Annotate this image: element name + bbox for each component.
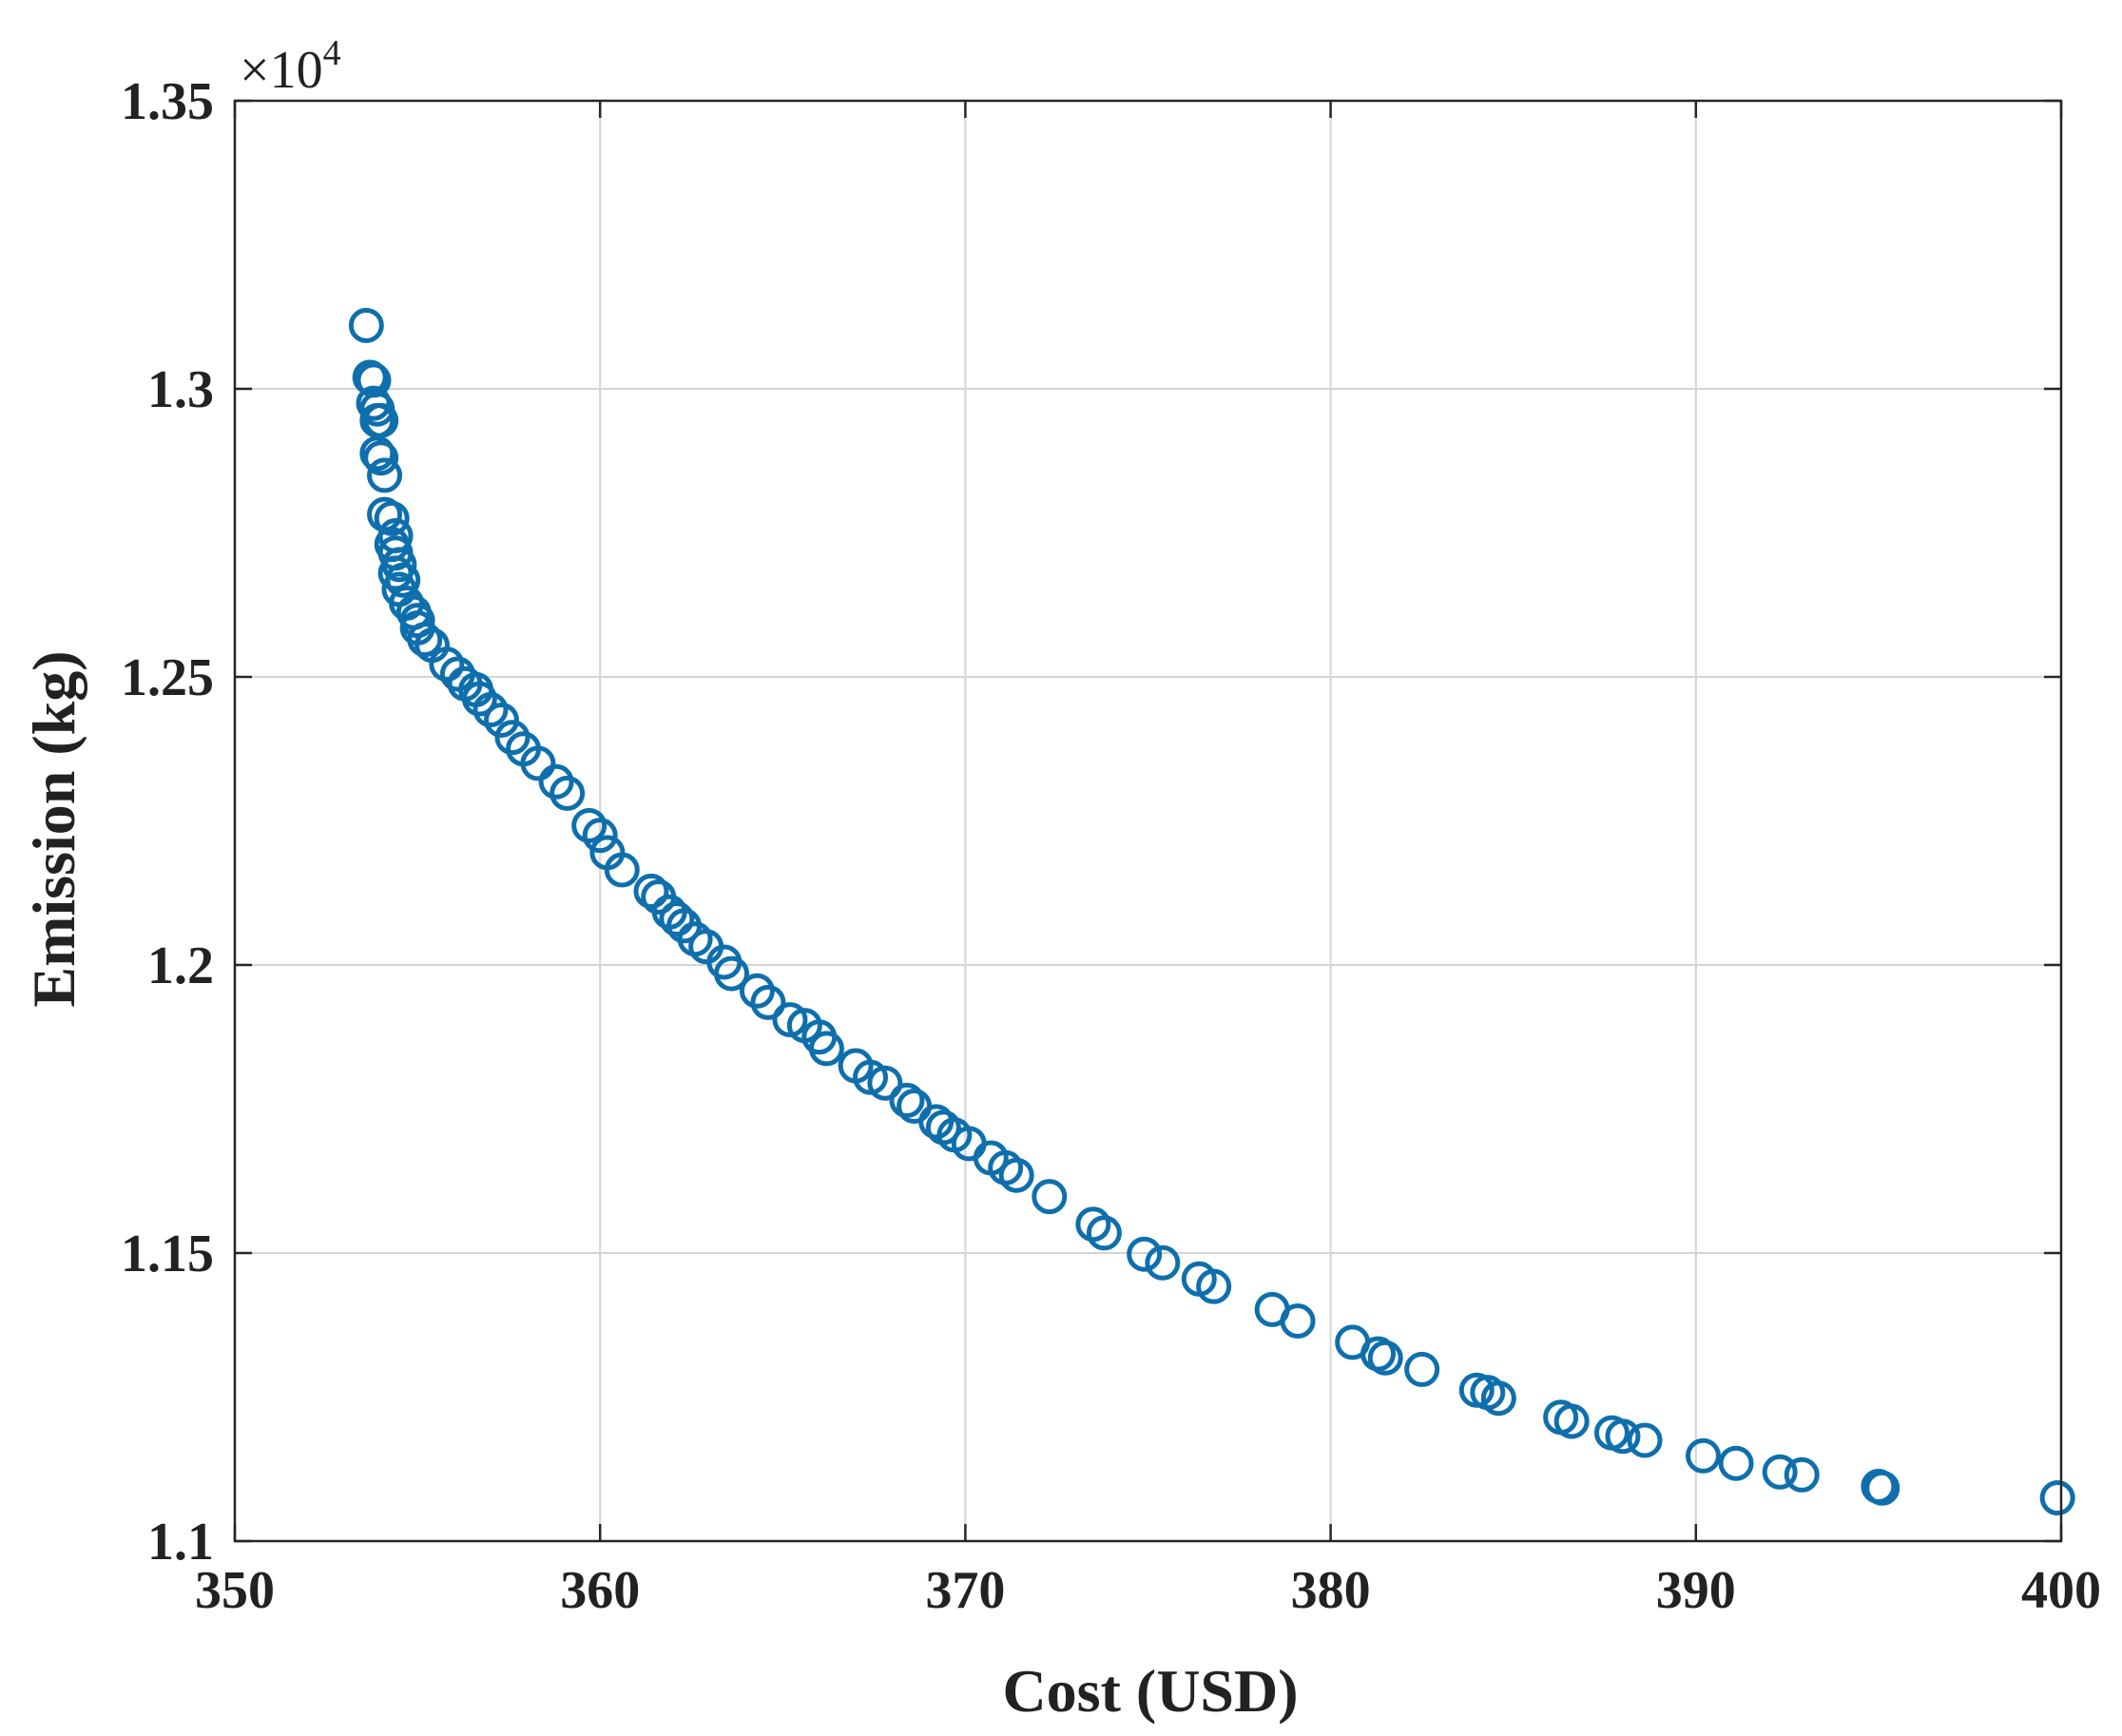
- data-point: [633, 873, 669, 909]
- y-tick-label: 1.25: [121, 648, 214, 707]
- data-point: [520, 745, 556, 781]
- y-exponent-power: 4: [323, 33, 341, 73]
- data-point: [1762, 1454, 1798, 1490]
- data-point: [1784, 1456, 1820, 1493]
- data-point: [1718, 1445, 1754, 1481]
- x-tick-label: 360: [560, 1561, 640, 1620]
- data-point: [483, 702, 519, 738]
- data-point: [897, 1088, 933, 1124]
- data-point: [714, 955, 750, 992]
- x-tick-labels: 350 360 370 380 390 400: [195, 1561, 2101, 1620]
- y-tick-label: 1.2: [147, 936, 214, 995]
- data-point: [1605, 1418, 1641, 1455]
- data-point: [348, 307, 384, 343]
- data-point: [367, 457, 403, 493]
- data-point: [808, 1031, 844, 1067]
- data-point: [604, 852, 640, 888]
- data-point: [1075, 1206, 1111, 1243]
- data-point: [1280, 1303, 1316, 1340]
- y-tick-label: 1.15: [121, 1225, 214, 1283]
- data-point: [461, 681, 497, 717]
- data-point: [1196, 1268, 1232, 1304]
- data-point: [1086, 1215, 1122, 1251]
- data-points: [348, 307, 2075, 1516]
- data-point: [550, 775, 586, 811]
- data-point: [494, 720, 530, 756]
- grid: [234, 100, 2062, 1542]
- data-point: [750, 984, 786, 1020]
- y-tick-label: 1.1: [147, 1513, 214, 1572]
- plot-frame: [233, 99, 2063, 1543]
- data-point: [352, 359, 388, 395]
- data-point: [867, 1065, 903, 1101]
- data-point: [363, 440, 399, 476]
- x-tick-label: 400: [2021, 1561, 2101, 1620]
- x-axis-title: Cost (USD): [1002, 1657, 1298, 1725]
- data-point: [1627, 1422, 1663, 1458]
- data-point: [1367, 1340, 1403, 1376]
- data-point: [998, 1157, 1034, 1193]
- data-point: [538, 763, 574, 800]
- data-point: [2039, 1480, 2075, 1516]
- data-point: [582, 818, 618, 854]
- data-point: [1864, 1470, 1900, 1506]
- data-point: [1032, 1179, 1068, 1215]
- data-point: [1145, 1244, 1181, 1281]
- data-point: [363, 402, 399, 438]
- data-point: [1127, 1236, 1163, 1272]
- data-point: [889, 1082, 925, 1118]
- data-point: [1404, 1351, 1440, 1387]
- data-point: [739, 973, 775, 1009]
- x-tick-label: 390: [1656, 1561, 1736, 1620]
- data-point: [374, 500, 410, 536]
- y-tick-label: 1.35: [121, 72, 214, 131]
- data-point: [473, 692, 509, 728]
- data-point: [429, 646, 465, 683]
- data-point: [659, 901, 695, 937]
- data-point: [1480, 1380, 1516, 1417]
- x-tick-label: 380: [1291, 1561, 1371, 1620]
- y-axis-exponent: ×104: [240, 33, 341, 100]
- y-axis-title: Emission (kg): [20, 650, 87, 1007]
- data-point: [359, 435, 395, 472]
- x-tick-label: 370: [925, 1561, 1005, 1620]
- y-tick-label: 1.3: [147, 360, 214, 419]
- data-point: [571, 807, 608, 843]
- y-tick-labels: 1.1 1.15 1.2 1.25 1.3 1.35: [121, 72, 214, 1572]
- axis-ticks: [233, 99, 2063, 1543]
- data-point: [407, 622, 443, 658]
- data-point: [377, 555, 414, 591]
- data-point: [1685, 1437, 1721, 1474]
- y-exponent-base: ×10: [240, 41, 323, 100]
- data-point: [1553, 1403, 1590, 1439]
- x-tick-label: 350: [195, 1561, 275, 1620]
